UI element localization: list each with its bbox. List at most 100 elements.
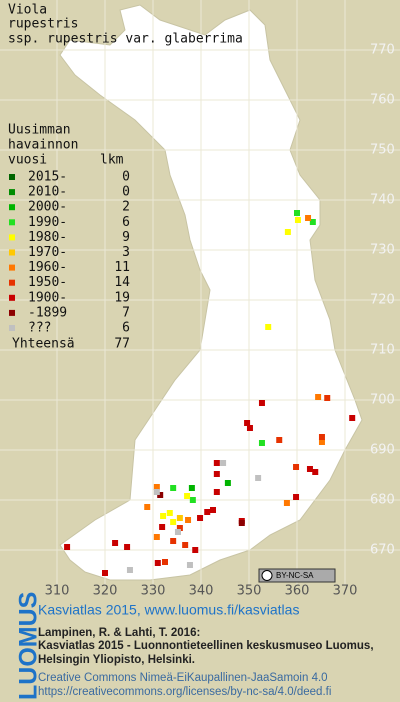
legend-count: 0 [122,170,130,185]
cc-icon [261,570,273,581]
observation-dot [213,489,220,495]
observation-dot [176,525,183,531]
legend-swatch [9,174,15,180]
observation-dot [318,439,325,445]
observation-dot [170,538,177,544]
observation-dot [159,524,166,530]
observation-dot [258,440,265,446]
observation-dot [182,542,189,548]
observation-dot [283,500,290,506]
observation-dot [197,515,204,521]
x-tick-label: 370 [333,584,358,599]
observation-dot [192,547,199,553]
y-tick-label: 760 [370,93,395,108]
observation-dot [294,210,300,216]
x-tick-label: 320 [93,584,118,599]
observation-dot [170,519,177,525]
observation-dot [265,324,272,330]
logo: LUOMUS [15,592,43,700]
y-tick-label: 720 [370,293,395,308]
legend: 2015- 0 2010- 0 2000- 2 1990- 6 1980- 9 1970- 3 1960… [9,170,130,336]
observation-dot [162,559,168,565]
observation-dot [293,464,300,470]
observation-dot [185,517,192,523]
legend-label: -1899 [28,305,67,320]
citation: Lampinen, R. & Lahti, T. 2016: [38,627,200,639]
observation-dot [176,515,183,521]
observation-dot [224,480,231,486]
observation-dot [124,544,131,550]
total-count: 77 [114,337,130,352]
observation-dot [126,567,133,573]
legend-count: 19 [114,290,130,305]
y-tick-label: 770 [370,43,395,58]
legend-count: 0 [122,185,130,200]
observation-dot [293,494,300,500]
y-tick-label: 670 [370,543,395,558]
grid [0,0,400,585]
headline: Kasviatlas 2015, www.luomus.fi/kasviatla… [38,602,299,618]
legend-count: 7 [122,305,130,320]
observation-dot [102,570,108,576]
legend-count: 6 [122,321,130,336]
observation-dot [160,513,167,519]
observation-dot [170,485,177,491]
legend-swatch [9,219,15,226]
observation-dot [64,544,71,550]
observation-dot [154,560,161,566]
observation-dot [255,475,262,481]
legend-swatch [9,325,15,331]
observation-dot [246,425,253,431]
legend-swatch [9,294,15,301]
y-tick-label: 730 [370,243,395,258]
legend-header: Uusimman [8,123,71,138]
observation-dot [186,562,193,568]
legend-swatch [9,249,15,256]
legend-label: 2015- [28,170,67,185]
x-tick-label: 310 [45,584,70,599]
legend-swatch [9,189,15,196]
y-tick-label: 710 [370,343,395,358]
observation-dot [188,485,195,491]
observation-dot [284,229,291,235]
legend-count: 14 [114,275,130,290]
observation-dot [306,466,313,472]
license-text: Creative Commons Nimeä-EiKaupallinen-Jaa… [38,672,328,684]
observation-dot [112,540,119,546]
observation-dot [238,520,245,526]
legend-label: 1900- [28,290,67,305]
legend-label: 2000- [28,200,67,215]
observation-dot [294,217,301,223]
x-tick-label: 350 [237,584,262,599]
license-url: https://creativecommons.org/licenses/by-… [38,686,331,698]
observation-dot [166,510,173,516]
legend-count: 6 [122,215,130,230]
legend-label: 1960- [28,260,67,275]
y-tick-label: 700 [370,393,395,408]
legend-label: 1970- [28,245,67,260]
observation-dot [144,504,151,510]
citation: Helsingin Yliopisto, Helsinki. [38,654,195,666]
legend-label: 1990- [28,215,67,230]
observation-dot [157,492,164,498]
title-genus: Viola [8,3,47,18]
legend-swatch [9,204,15,211]
observation-dot [315,394,322,400]
legend-label: 2010- [28,185,67,200]
observation-dot [213,460,220,466]
observation-dot [276,437,283,443]
observation-dot [309,219,316,225]
observations [64,210,356,576]
legend-label: ??? [28,321,51,336]
license-badge [258,568,336,583]
legend-swatch [9,309,15,316]
x-tick-label: 330 [141,584,166,599]
title-variety: ssp. rupestris var. glaberrima [8,32,243,47]
legend-count: 11 [114,260,130,275]
observation-dot [213,471,220,477]
legend-count: 9 [122,230,130,245]
y-tick-label: 750 [370,143,395,158]
license-badge-text: BY-NC-SA [276,571,314,580]
legend-swatch [9,279,15,286]
